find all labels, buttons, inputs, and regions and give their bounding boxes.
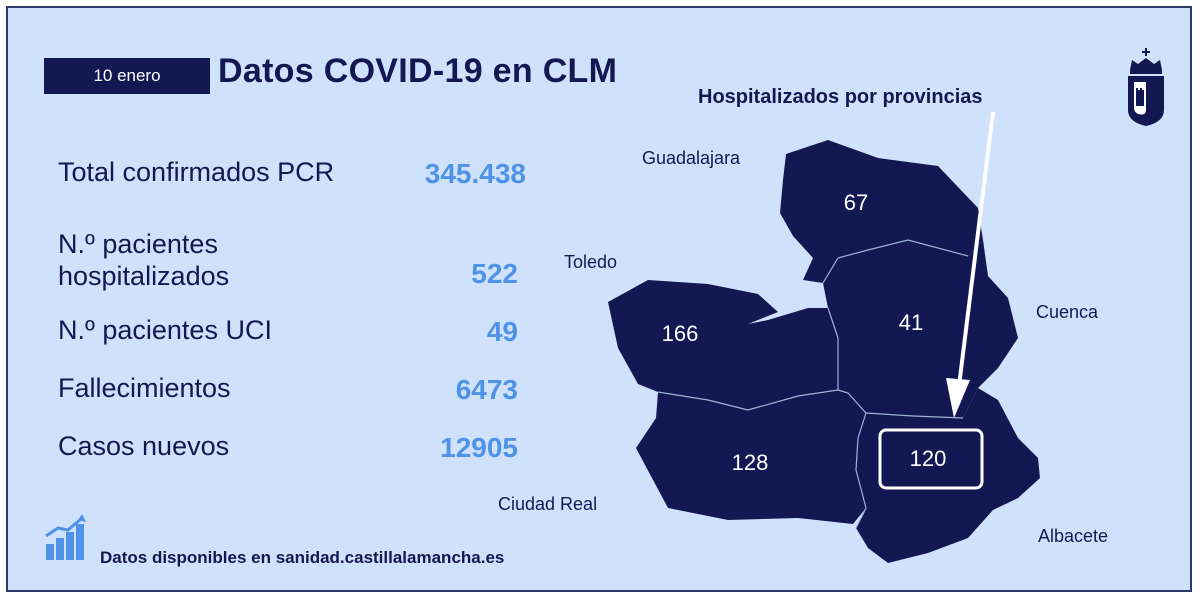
infographic-panel: 10 enero Datos COVID-19 en CLM Total con… (6, 6, 1192, 592)
map-label-albacete: Albacete (1038, 526, 1109, 546)
date-badge: 10 enero (44, 58, 210, 94)
stat-label-uci: N.º pacientes UCI (58, 315, 272, 345)
map-title: Hospitalizados por provincias (698, 86, 983, 108)
stat-label-total-pcr: Total confirmados PCR (58, 157, 335, 187)
province-toledo (608, 280, 838, 410)
map-value-cuenca: 41 (899, 310, 923, 335)
stat-label-deaths: Fallecimientos (58, 373, 231, 403)
bar-chart-growth-icon (45, 514, 86, 560)
footer-source-text: Datos disponibles en sanidad.castillalam… (100, 548, 505, 567)
map-value-ciudad-real: 128 (732, 450, 769, 475)
stat-value-total-pcr: 345.438 (424, 158, 526, 189)
page-title: Datos COVID-19 en CLM (218, 52, 618, 90)
stat-label-new-cases: Casos nuevos (58, 431, 230, 461)
map-value-toledo: 166 (662, 321, 699, 346)
map-label-cuenca: Cuenca (1036, 302, 1099, 322)
province-cuenca (823, 240, 1018, 418)
albacete-highlight-box (878, 428, 984, 490)
map-label-toledo: Toledo (564, 252, 618, 272)
province-guadalajara (780, 140, 983, 283)
map-label-ciudad-real: Ciudad Real (498, 494, 598, 514)
stat-value-deaths: 6473 (455, 374, 518, 405)
arrow-line (956, 111, 995, 395)
stat-value-new-cases: 12905 (440, 432, 518, 463)
map-value-albacete: 120 (910, 446, 947, 471)
clm-province-map: 67 166 41 128 120 (608, 111, 1040, 563)
map-value-guadalajara: 67 (844, 190, 868, 215)
stat-label-hospitalized: N.º pacientes hospitalizados (58, 229, 230, 291)
stat-value-uci: 49 (486, 316, 518, 347)
arrow-head-icon (946, 378, 970, 418)
province-albacete (856, 388, 1040, 563)
province-ciudad-real (636, 390, 866, 524)
stat-value-hospitalized: 522 (471, 258, 518, 289)
province-borders (657, 239, 969, 529)
clm-coat-of-arms-icon (1128, 48, 1164, 126)
map-label-guadalajara: Guadalajara (642, 148, 741, 168)
